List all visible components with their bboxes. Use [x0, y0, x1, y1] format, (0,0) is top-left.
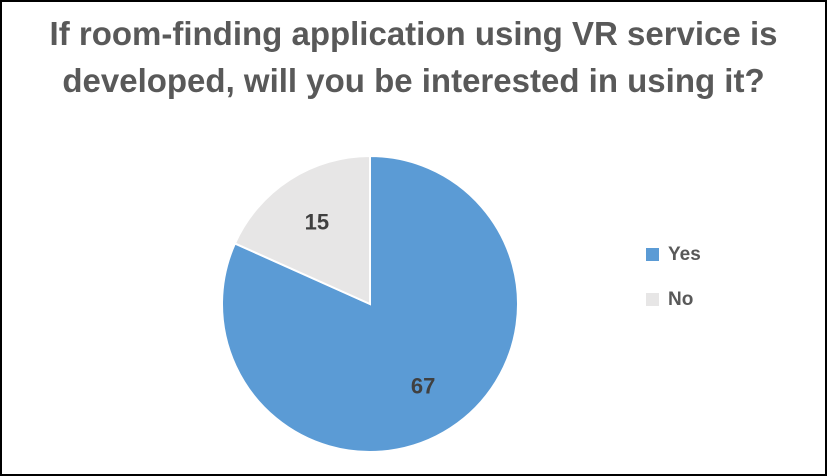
- legend-swatch-no: [646, 293, 659, 306]
- pie-data-labels: 67 15: [305, 210, 436, 399]
- legend-swatch-yes: [646, 248, 659, 261]
- chart-title-line-2: developed, will you be interested in usi…: [62, 62, 765, 99]
- legend-item-no: No: [646, 288, 701, 311]
- pie-slice-no: [233, 154, 371, 306]
- chart-title: If room-finding application using VR ser…: [2, 10, 825, 104]
- data-label-no: 15: [305, 210, 329, 235]
- pie-slices: [221, 154, 520, 453]
- chart-title-line-1: If room-finding application using VR ser…: [49, 15, 778, 52]
- data-label-yes: 67: [411, 373, 435, 398]
- legend-label-no: No: [668, 288, 694, 310]
- legend-label-yes: Yes: [668, 243, 701, 265]
- chart-legend: Yes No: [646, 243, 701, 333]
- legend-item-yes: Yes: [646, 243, 701, 266]
